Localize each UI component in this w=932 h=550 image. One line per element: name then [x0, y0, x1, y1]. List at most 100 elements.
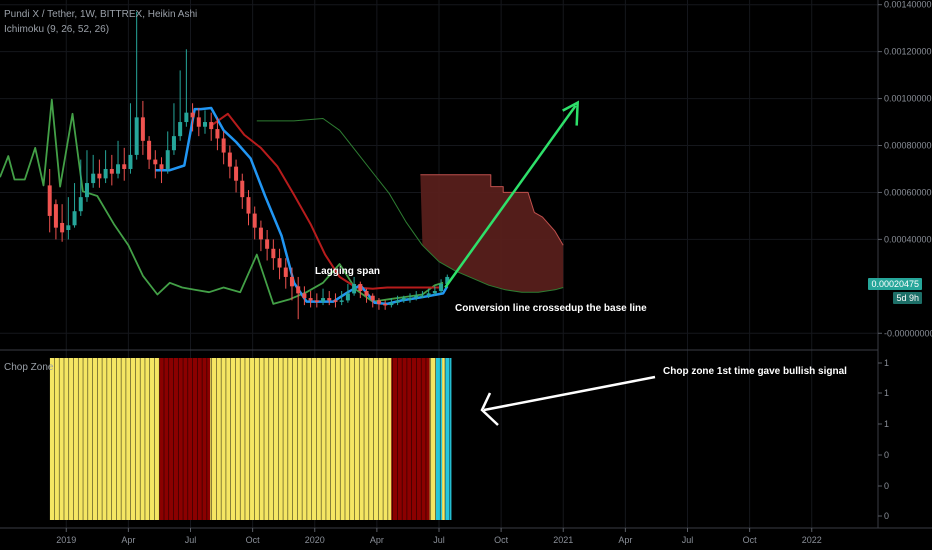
- symbol-legend[interactable]: Pundi X / Tether, 1W, BITTREX, Heikin As…: [4, 9, 198, 20]
- time-tick-label: Apr: [370, 535, 384, 545]
- leading-span-b-line: [256, 118, 564, 293]
- candle-body: [159, 164, 164, 169]
- candle-body: [72, 211, 77, 226]
- candle-body: [389, 302, 394, 306]
- candle-body: [408, 298, 413, 300]
- lagging-span-line: [0, 98, 444, 305]
- white-arrow-head: [480, 392, 499, 426]
- candle-body: [426, 293, 431, 296]
- candle-body: [128, 154, 133, 169]
- price-tick-label: 0.00060000: [884, 187, 932, 197]
- price-tick-label: 0.00040000: [884, 234, 932, 244]
- last-price-tag: 0.00020475: [868, 278, 922, 290]
- chop-tick-label: 0: [884, 511, 889, 521]
- candle-body: [91, 173, 96, 184]
- chop-tick-label: 0: [884, 481, 889, 491]
- candle-body: [327, 298, 332, 301]
- candle-body: [60, 222, 65, 233]
- candle-body: [296, 286, 301, 294]
- candle-body: [240, 180, 245, 198]
- candle-body: [227, 152, 232, 167]
- annotation-chop-signal: Chop zone 1st time gave bullish signal: [663, 366, 847, 377]
- candle-body: [78, 197, 83, 212]
- time-tick-label: Apr: [121, 535, 135, 545]
- candle-body: [277, 258, 282, 268]
- candle-body: [47, 185, 52, 216]
- time-tick-label: 2020: [305, 535, 325, 545]
- chop-tick-label: 1: [884, 358, 889, 368]
- time-tick-label: Oct: [494, 535, 509, 545]
- time-tick-label: Oct: [743, 535, 758, 545]
- time-tick-label: 2021: [553, 535, 573, 545]
- candle-body: [234, 166, 239, 181]
- candle-body: [165, 150, 170, 169]
- cloud-fill: [420, 174, 564, 293]
- candle-body: [383, 303, 388, 306]
- candle-body: [215, 129, 220, 139]
- candle-body: [171, 136, 176, 151]
- candle-body: [109, 168, 114, 174]
- candle-body: [432, 291, 437, 294]
- candle-body: [178, 122, 183, 137]
- candle-body: [321, 298, 326, 302]
- price-tick-label: 0.00140000: [884, 0, 932, 10]
- chop-axis[interactable]: 1 1 1 0 0 0: [878, 358, 889, 521]
- candle-body: [314, 300, 319, 302]
- chop-tick-label: 0: [884, 450, 889, 460]
- candle-body: [420, 295, 425, 298]
- time-tick-label: Jul: [185, 535, 197, 545]
- candle-body: [289, 276, 294, 287]
- candle-body: [376, 300, 381, 304]
- countdown-tag: 5d 9h: [893, 292, 922, 304]
- time-tick-label: Jul: [433, 535, 445, 545]
- green-arrow-head: [562, 100, 580, 126]
- time-tick-label: Apr: [618, 535, 632, 545]
- candle-body: [352, 283, 357, 294]
- annotation-arrows: [444, 100, 656, 426]
- price-axis[interactable]: 0.00140000 0.00120000 0.00100000 0.00080000…: [878, 0, 932, 338]
- white-arrow-shaft: [483, 375, 656, 412]
- candle-body: [184, 112, 189, 123]
- candle-body: [401, 298, 406, 301]
- candle-body: [140, 117, 145, 141]
- candle-body: [103, 168, 108, 179]
- candle-body: [345, 293, 350, 301]
- candle-body: [308, 298, 313, 301]
- candle-body: [364, 291, 369, 296]
- candle-body: [258, 227, 263, 240]
- chop-segment-yellow: [442, 358, 446, 520]
- time-tick-label: Jul: [682, 535, 694, 545]
- candle-body: [84, 183, 89, 198]
- time-tick-label: 2022: [802, 535, 822, 545]
- candle-body: [97, 173, 102, 179]
- chop-segment-red: [391, 358, 430, 520]
- chop-segment-turquoise: [435, 358, 443, 520]
- candle-body: [196, 117, 201, 127]
- candle-body: [339, 300, 344, 302]
- candle-body: [395, 300, 400, 303]
- candle-body: [134, 117, 139, 155]
- price-tick-label: 0.00080000: [884, 141, 932, 151]
- time-axis[interactable]: 2019 Apr Jul Oct 2020 Apr Jul Oct 2021 Apr Jul Oct 2…: [56, 528, 822, 545]
- candle-body: [302, 293, 307, 299]
- price-tick-label: 0.00100000: [884, 94, 932, 104]
- chop-zone-legend[interactable]: Chop Zone: [4, 362, 54, 373]
- candle-body: [265, 239, 270, 249]
- candle-body: [53, 204, 58, 228]
- price-tick-label: -0.00000000: [884, 328, 932, 338]
- candle-body: [445, 276, 450, 284]
- indicator-legend[interactable]: Ichimoku (9, 26, 52, 26): [4, 24, 110, 35]
- green-arrow-shaft: [444, 104, 577, 289]
- candle-body: [252, 213, 257, 228]
- candle-body: [221, 138, 226, 153]
- candle-body: [246, 197, 251, 214]
- chop-tick-label: 1: [884, 419, 889, 429]
- candles: [47, 11, 450, 320]
- time-tick-label: 2019: [56, 535, 76, 545]
- ichimoku-cloud: [420, 174, 564, 293]
- price-tick-label: 0.00120000: [884, 47, 932, 57]
- candle-body: [153, 159, 158, 165]
- candle-body: [116, 164, 121, 174]
- candle-body: [414, 295, 419, 299]
